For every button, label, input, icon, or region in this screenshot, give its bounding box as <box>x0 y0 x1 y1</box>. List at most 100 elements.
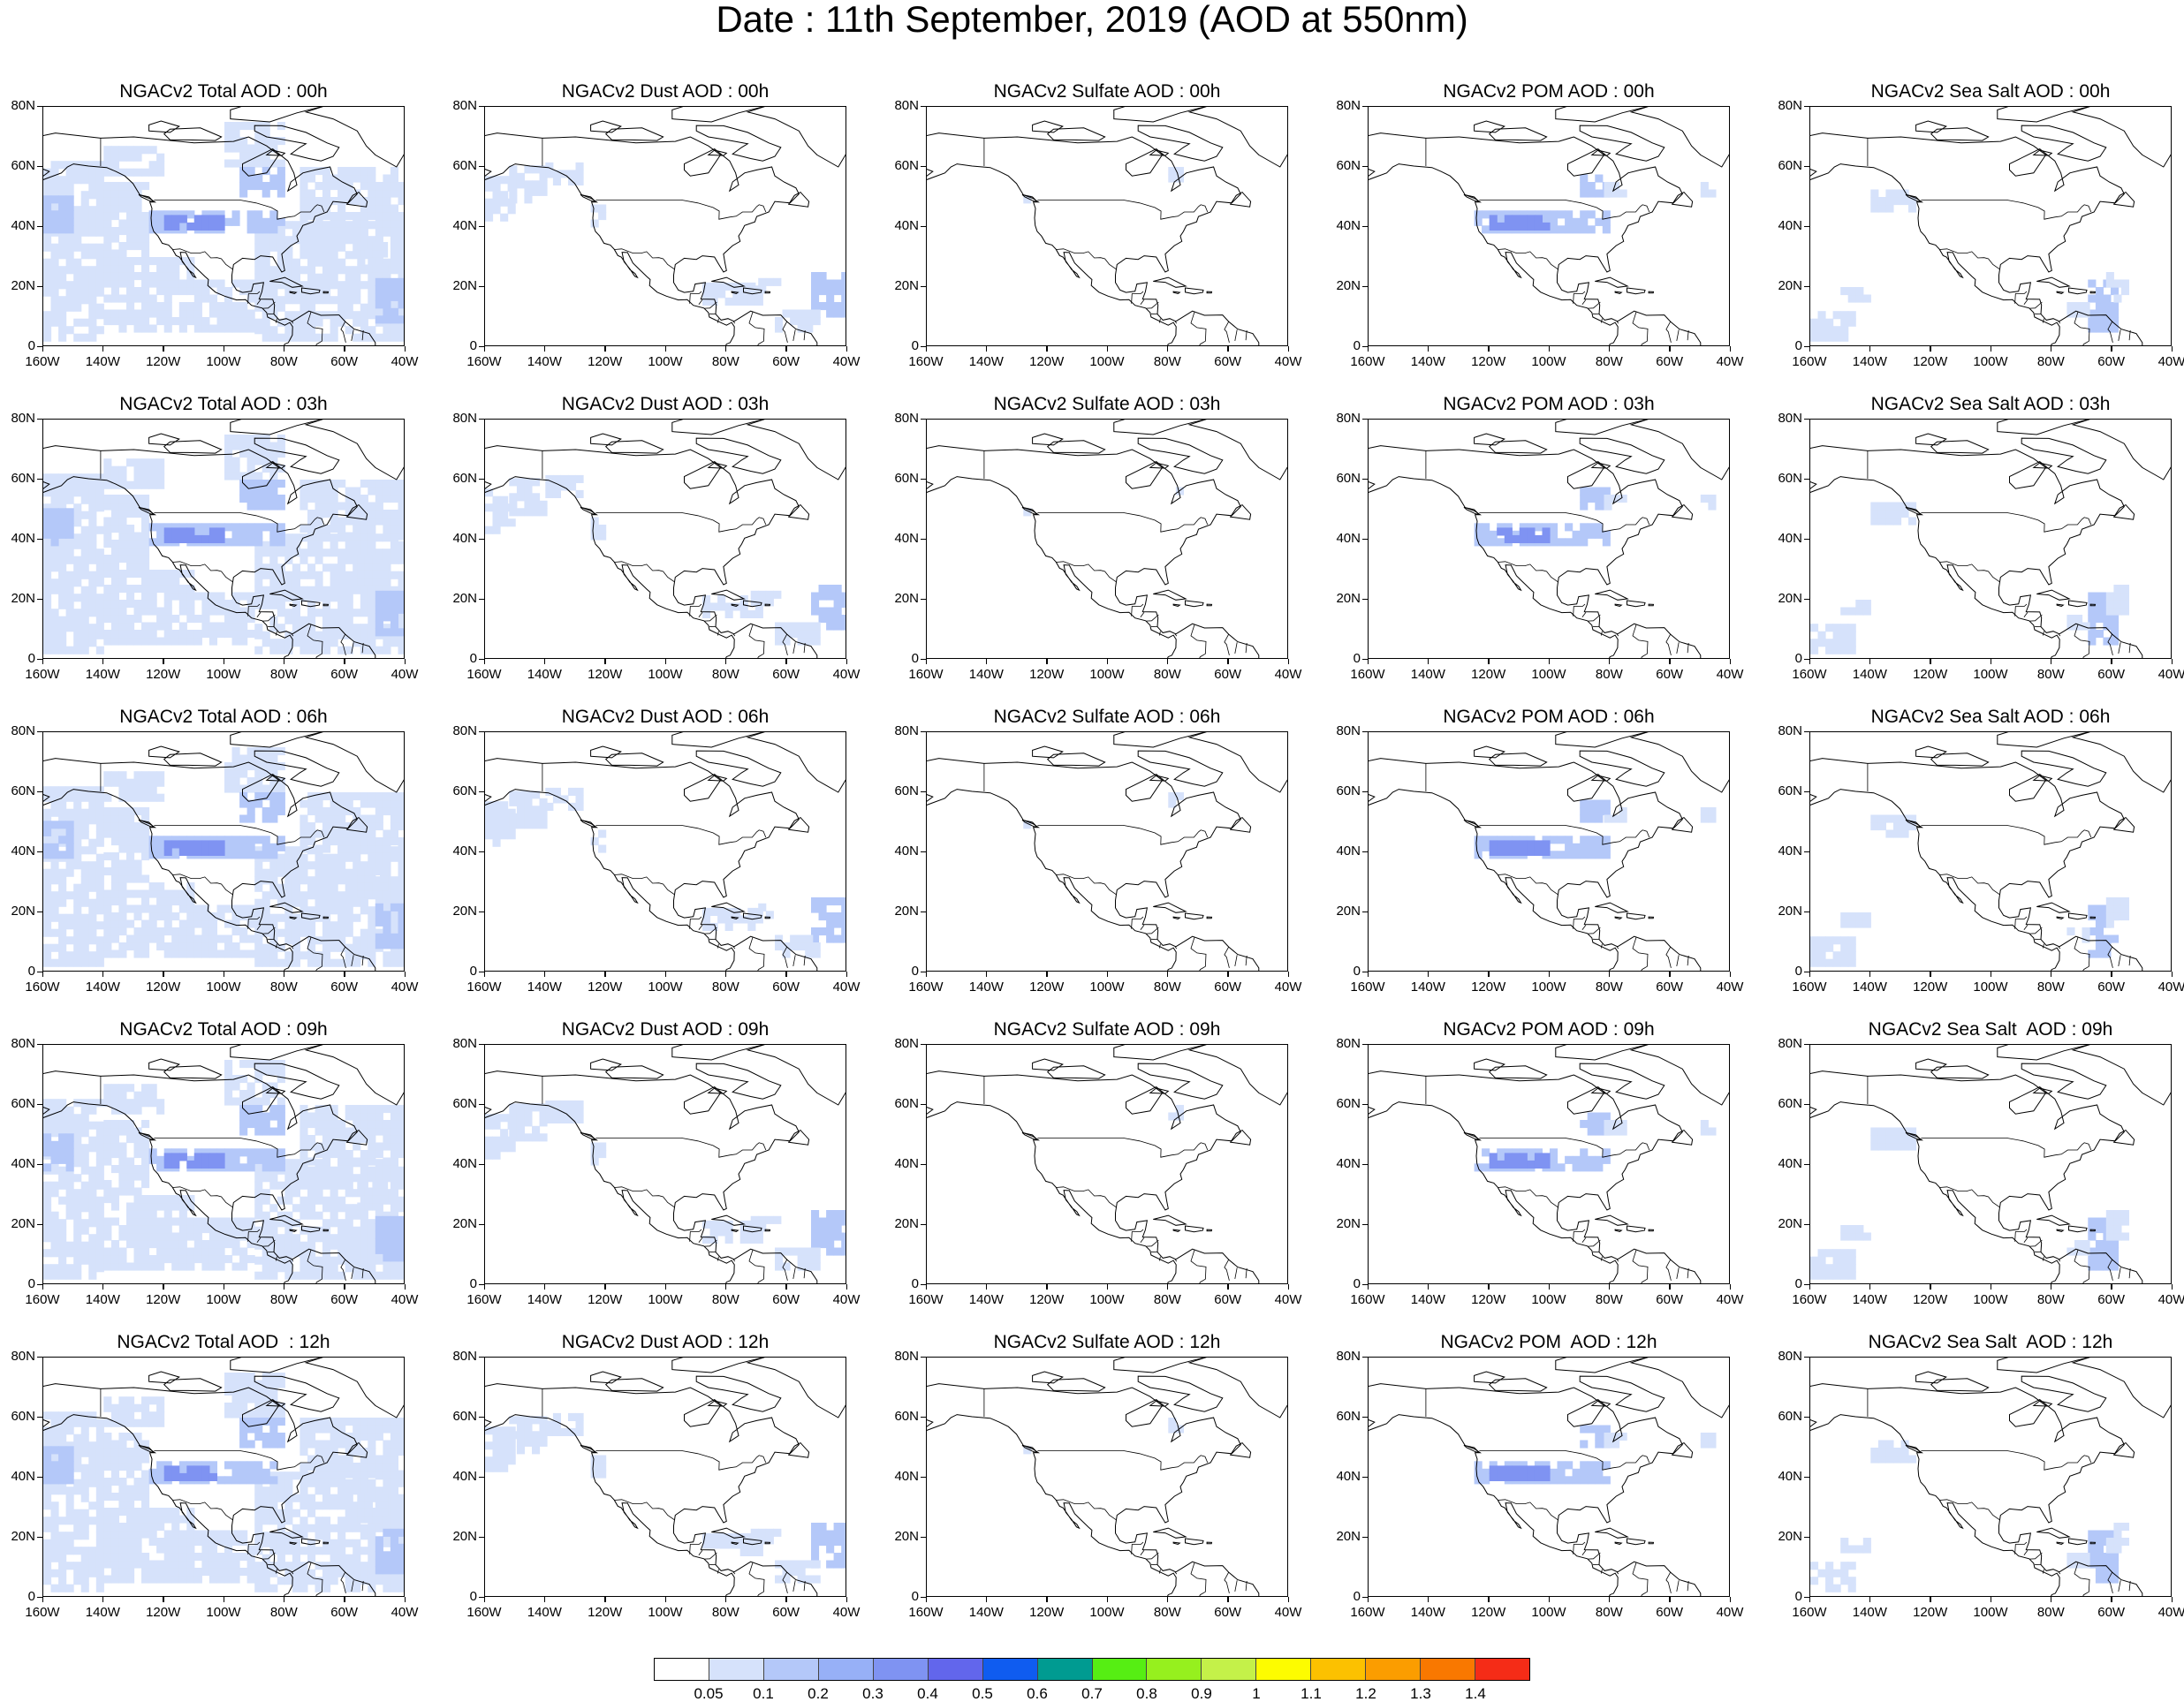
aod-cell <box>1855 920 1863 928</box>
aod-cell <box>103 779 111 787</box>
aod-cell <box>141 227 149 235</box>
aod-cell <box>368 617 375 624</box>
aod-cell <box>330 1234 338 1242</box>
aod-cell <box>118 533 126 541</box>
aod-cell <box>43 516 51 524</box>
aod-cell <box>96 1204 104 1212</box>
aod-cell <box>224 1240 232 1248</box>
aod-cell <box>81 556 89 564</box>
aod-cell <box>307 281 315 289</box>
aod-cell <box>826 287 834 295</box>
aod-cell <box>81 1144 89 1152</box>
aod-cell <box>239 1233 247 1241</box>
aod-cell <box>1855 608 1863 616</box>
aod-cell <box>81 617 89 624</box>
aod-cell <box>330 594 338 601</box>
y-tick <box>921 539 926 541</box>
aod-cell <box>292 1189 300 1197</box>
country-border <box>690 604 701 617</box>
aod-cell <box>322 175 330 183</box>
aod-cell <box>2096 912 2104 920</box>
aod-cell <box>58 161 66 169</box>
aod-cell <box>126 860 134 868</box>
aod-cell <box>1482 836 1490 843</box>
aod-cell <box>300 266 307 274</box>
aod-cell <box>88 921 96 929</box>
aod-cell <box>372 265 380 273</box>
aod-cell <box>372 570 380 578</box>
aod-cell <box>58 929 66 937</box>
aod-cell <box>2113 608 2121 616</box>
aod-cell <box>73 281 81 289</box>
aod-cell <box>171 897 179 905</box>
aod-cell <box>315 609 323 617</box>
aod-cell <box>81 571 89 579</box>
aod-cell <box>1840 608 1848 616</box>
aod-cell <box>1708 807 1716 815</box>
aod-cell <box>66 169 74 177</box>
aod-cell <box>156 890 164 898</box>
aod-cell <box>88 473 96 481</box>
map-area <box>484 419 846 659</box>
map-svg <box>43 1045 405 1284</box>
aod-cell <box>149 1233 157 1241</box>
aod-cell <box>194 1233 202 1241</box>
aod-cell <box>262 601 270 609</box>
coastline <box>1615 604 1621 606</box>
aod-cell <box>81 876 89 884</box>
aod-cell <box>353 220 360 228</box>
aod-cell <box>1863 920 1871 928</box>
y-tick <box>1804 599 1809 601</box>
aod-cell <box>88 169 96 177</box>
aod-cell <box>591 837 599 845</box>
country-border <box>595 825 765 844</box>
aod-cell <box>51 225 59 233</box>
aod-cell <box>509 508 517 516</box>
aod-cell <box>171 615 179 623</box>
aod-cell <box>156 302 164 310</box>
aod-cell <box>1497 848 1505 856</box>
aod-cell <box>103 525 111 533</box>
aod-cell <box>292 1159 300 1167</box>
aod-cell <box>337 503 345 511</box>
aod-cell <box>284 1234 292 1242</box>
aod-cell <box>194 280 202 288</box>
aod-cell <box>398 837 406 845</box>
aod-cell <box>269 495 277 503</box>
aod-cell <box>2088 593 2096 601</box>
aod-cell <box>1708 190 1716 198</box>
aod-cell <box>307 609 315 617</box>
aod-cell <box>209 223 217 231</box>
aod-cell <box>66 304 74 312</box>
aod-cell <box>1603 851 1611 859</box>
aod-cell <box>118 154 126 162</box>
aod-cell <box>66 203 74 211</box>
aod-cell <box>375 212 383 220</box>
coastline <box>164 753 222 766</box>
aod-cell <box>232 523 240 531</box>
aod-cell <box>194 615 202 623</box>
aod-cell <box>365 250 373 258</box>
country-border <box>2029 302 2042 308</box>
panel-title: NGACv2 Sulfate AOD : 00h <box>926 81 1288 102</box>
panel-title: NGACv2 POM AOD : 03h <box>1368 394 1730 415</box>
aod-cell <box>375 510 383 518</box>
aod-cell <box>717 595 725 603</box>
aod-cell <box>2096 927 2104 935</box>
aod-cell <box>353 1227 360 1235</box>
aod-cell <box>96 556 104 564</box>
coastline <box>1173 604 1179 606</box>
aod-cell <box>834 280 842 288</box>
aod-cell <box>194 295 202 303</box>
aod-cell <box>179 608 187 616</box>
aod-cell <box>111 860 119 868</box>
aod-cell <box>1708 495 1716 503</box>
aod-cell <box>1475 523 1483 531</box>
aod-cell <box>841 280 846 288</box>
aod-cell <box>493 199 501 207</box>
aod-cell <box>532 821 540 828</box>
aod-cell <box>141 533 149 541</box>
aod-cell <box>717 908 725 916</box>
aod-cell <box>134 845 142 853</box>
aod-cell <box>164 1233 172 1241</box>
